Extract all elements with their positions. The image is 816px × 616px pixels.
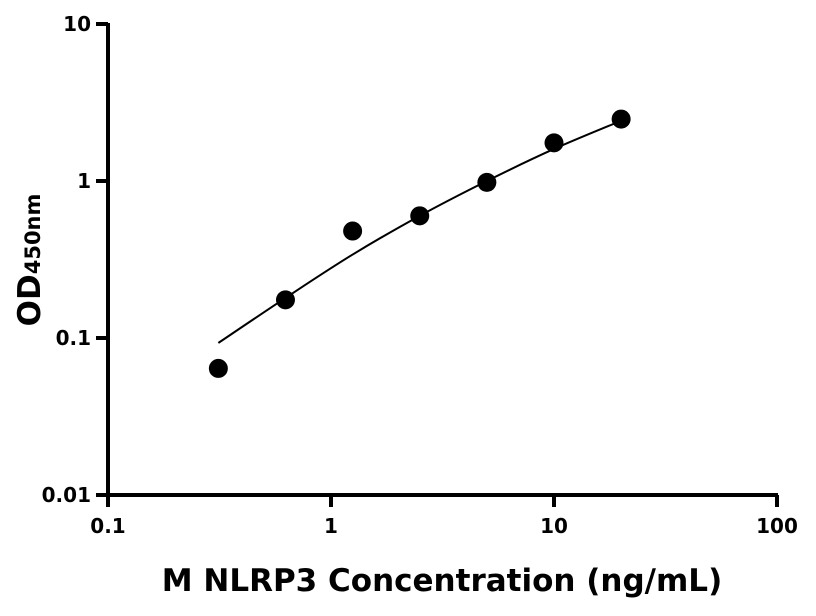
x-axis-label: M NLRP3 Concentration (ng/mL) [162,563,722,599]
x-tick-label: 10 [540,514,568,538]
data-point [208,358,228,378]
data-point [410,206,430,226]
x-tick-label: 0.1 [90,514,125,538]
x-tick-label: 100 [756,514,798,538]
data-point [544,133,564,153]
axes: 0.1 1 10 100 0.01 0.1 1 10 [42,12,798,538]
data-point [477,172,497,192]
data-point [611,109,631,129]
y-axis-label-main: OD [12,274,48,326]
y-tick-label: 0.1 [56,326,91,350]
data-point [275,290,295,310]
y-tick-label: 1 [77,169,91,193]
y-tick-label: 0.01 [42,483,91,507]
y-tick-label: 10 [63,12,91,36]
data-point [343,221,363,241]
x-tick-label: 1 [324,514,338,538]
y-axis-label: OD450nm [12,194,48,327]
data-points [208,109,631,378]
y-axis-label-subscript: 450nm [21,194,45,275]
fit-curve [217,119,622,344]
